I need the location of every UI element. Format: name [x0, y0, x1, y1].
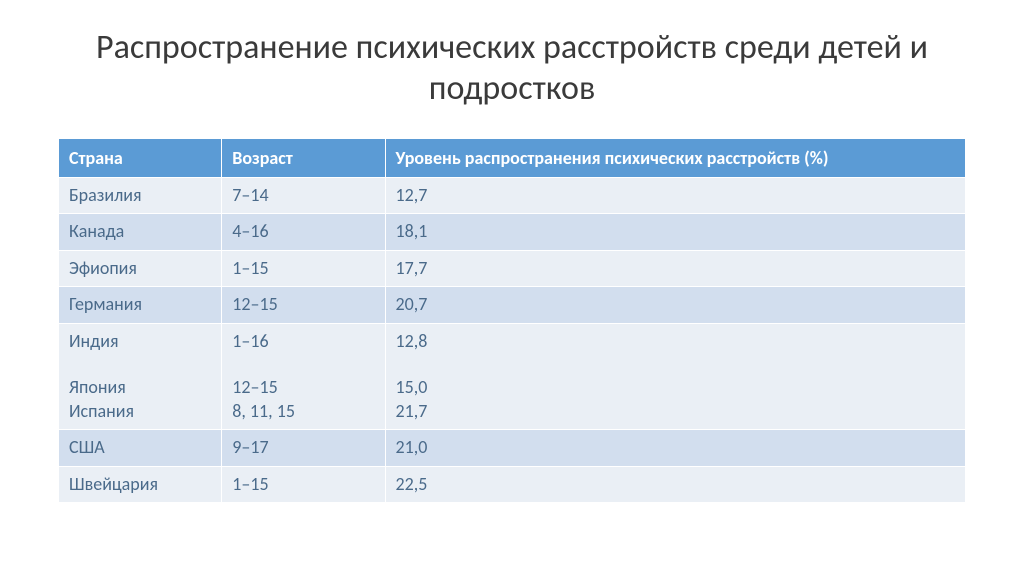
- table-row: Германия 12–15 20,7: [59, 287, 966, 323]
- table-row: Индия Япония Испания 1–16 12–15 8, 11, 1…: [59, 323, 966, 430]
- cell-rate: 18,1: [385, 214, 966, 250]
- cell-age: 1–15: [222, 250, 385, 286]
- table-row: Бразилия 7–14 12,7: [59, 178, 966, 214]
- data-table: Страна Возраст Уровень распространения п…: [58, 138, 966, 503]
- cell-age: 4–16: [222, 214, 385, 250]
- table-row: Эфиопия 1–15 17,7: [59, 250, 966, 286]
- cell-age: 1–15: [222, 466, 385, 502]
- cell-age: 12–15: [222, 287, 385, 323]
- cell-rate: 20,7: [385, 287, 966, 323]
- cell-country: Эфиопия: [59, 250, 222, 286]
- cell-age: 7–14: [222, 178, 385, 214]
- cell-rate: 12,7: [385, 178, 966, 214]
- slide-title: Распространение психических расстройств …: [58, 28, 966, 110]
- cell-rate: 12,8 15,0 21,7: [385, 323, 966, 430]
- col-header-country: Страна: [59, 138, 222, 178]
- col-header-rate: Уровень распространения психических расс…: [385, 138, 966, 178]
- cell-country: Швейцария: [59, 466, 222, 502]
- cell-age: 1–16 12–15 8, 11, 15: [222, 323, 385, 430]
- cell-rate: 22,5: [385, 466, 966, 502]
- cell-country: Индия Япония Испания: [59, 323, 222, 430]
- slide: Распространение психических расстройств …: [0, 0, 1024, 574]
- cell-age: 9–17: [222, 430, 385, 466]
- cell-country: Канада: [59, 214, 222, 250]
- cell-country: Бразилия: [59, 178, 222, 214]
- cell-rate: 17,7: [385, 250, 966, 286]
- col-header-age: Возраст: [222, 138, 385, 178]
- table-row: Канада 4–16 18,1: [59, 214, 966, 250]
- cell-country: Германия: [59, 287, 222, 323]
- table-row: США 9–17 21,0: [59, 430, 966, 466]
- table-header-row: Страна Возраст Уровень распространения п…: [59, 138, 966, 178]
- cell-rate: 21,0: [385, 430, 966, 466]
- cell-country: США: [59, 430, 222, 466]
- table-row: Швейцария 1–15 22,5: [59, 466, 966, 502]
